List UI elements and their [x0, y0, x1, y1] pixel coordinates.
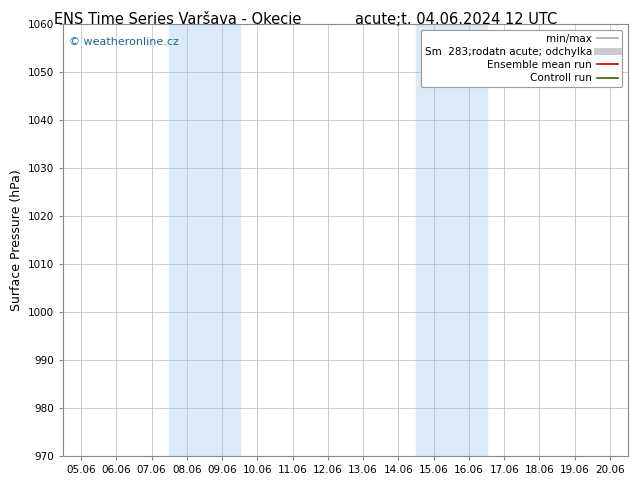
Legend: min/max, Sm  283;rodatn acute; odchylka, Ensemble mean run, Controll run: min/max, Sm 283;rodatn acute; odchylka, …: [421, 30, 623, 87]
Text: ENS Time Series Varšava - Okecie: ENS Time Series Varšava - Okecie: [54, 12, 301, 27]
Bar: [416, 24, 487, 456]
Text: © weatheronline.cz: © weatheronline.cz: [69, 37, 179, 48]
Bar: [169, 24, 240, 456]
Y-axis label: Surface Pressure (hPa): Surface Pressure (hPa): [10, 169, 23, 311]
Text: acute;t. 04.06.2024 12 UTC: acute;t. 04.06.2024 12 UTC: [355, 12, 558, 27]
